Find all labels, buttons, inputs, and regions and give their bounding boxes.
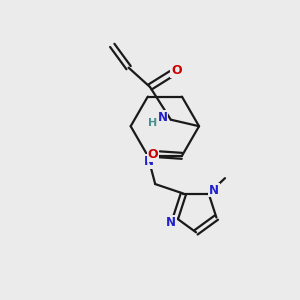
Text: O: O [171, 64, 182, 77]
Text: H: H [148, 118, 157, 128]
Text: N: N [209, 184, 219, 196]
Text: N: N [158, 111, 167, 124]
Text: N: N [166, 215, 176, 229]
Text: N: N [144, 155, 154, 168]
Text: O: O [148, 148, 158, 161]
